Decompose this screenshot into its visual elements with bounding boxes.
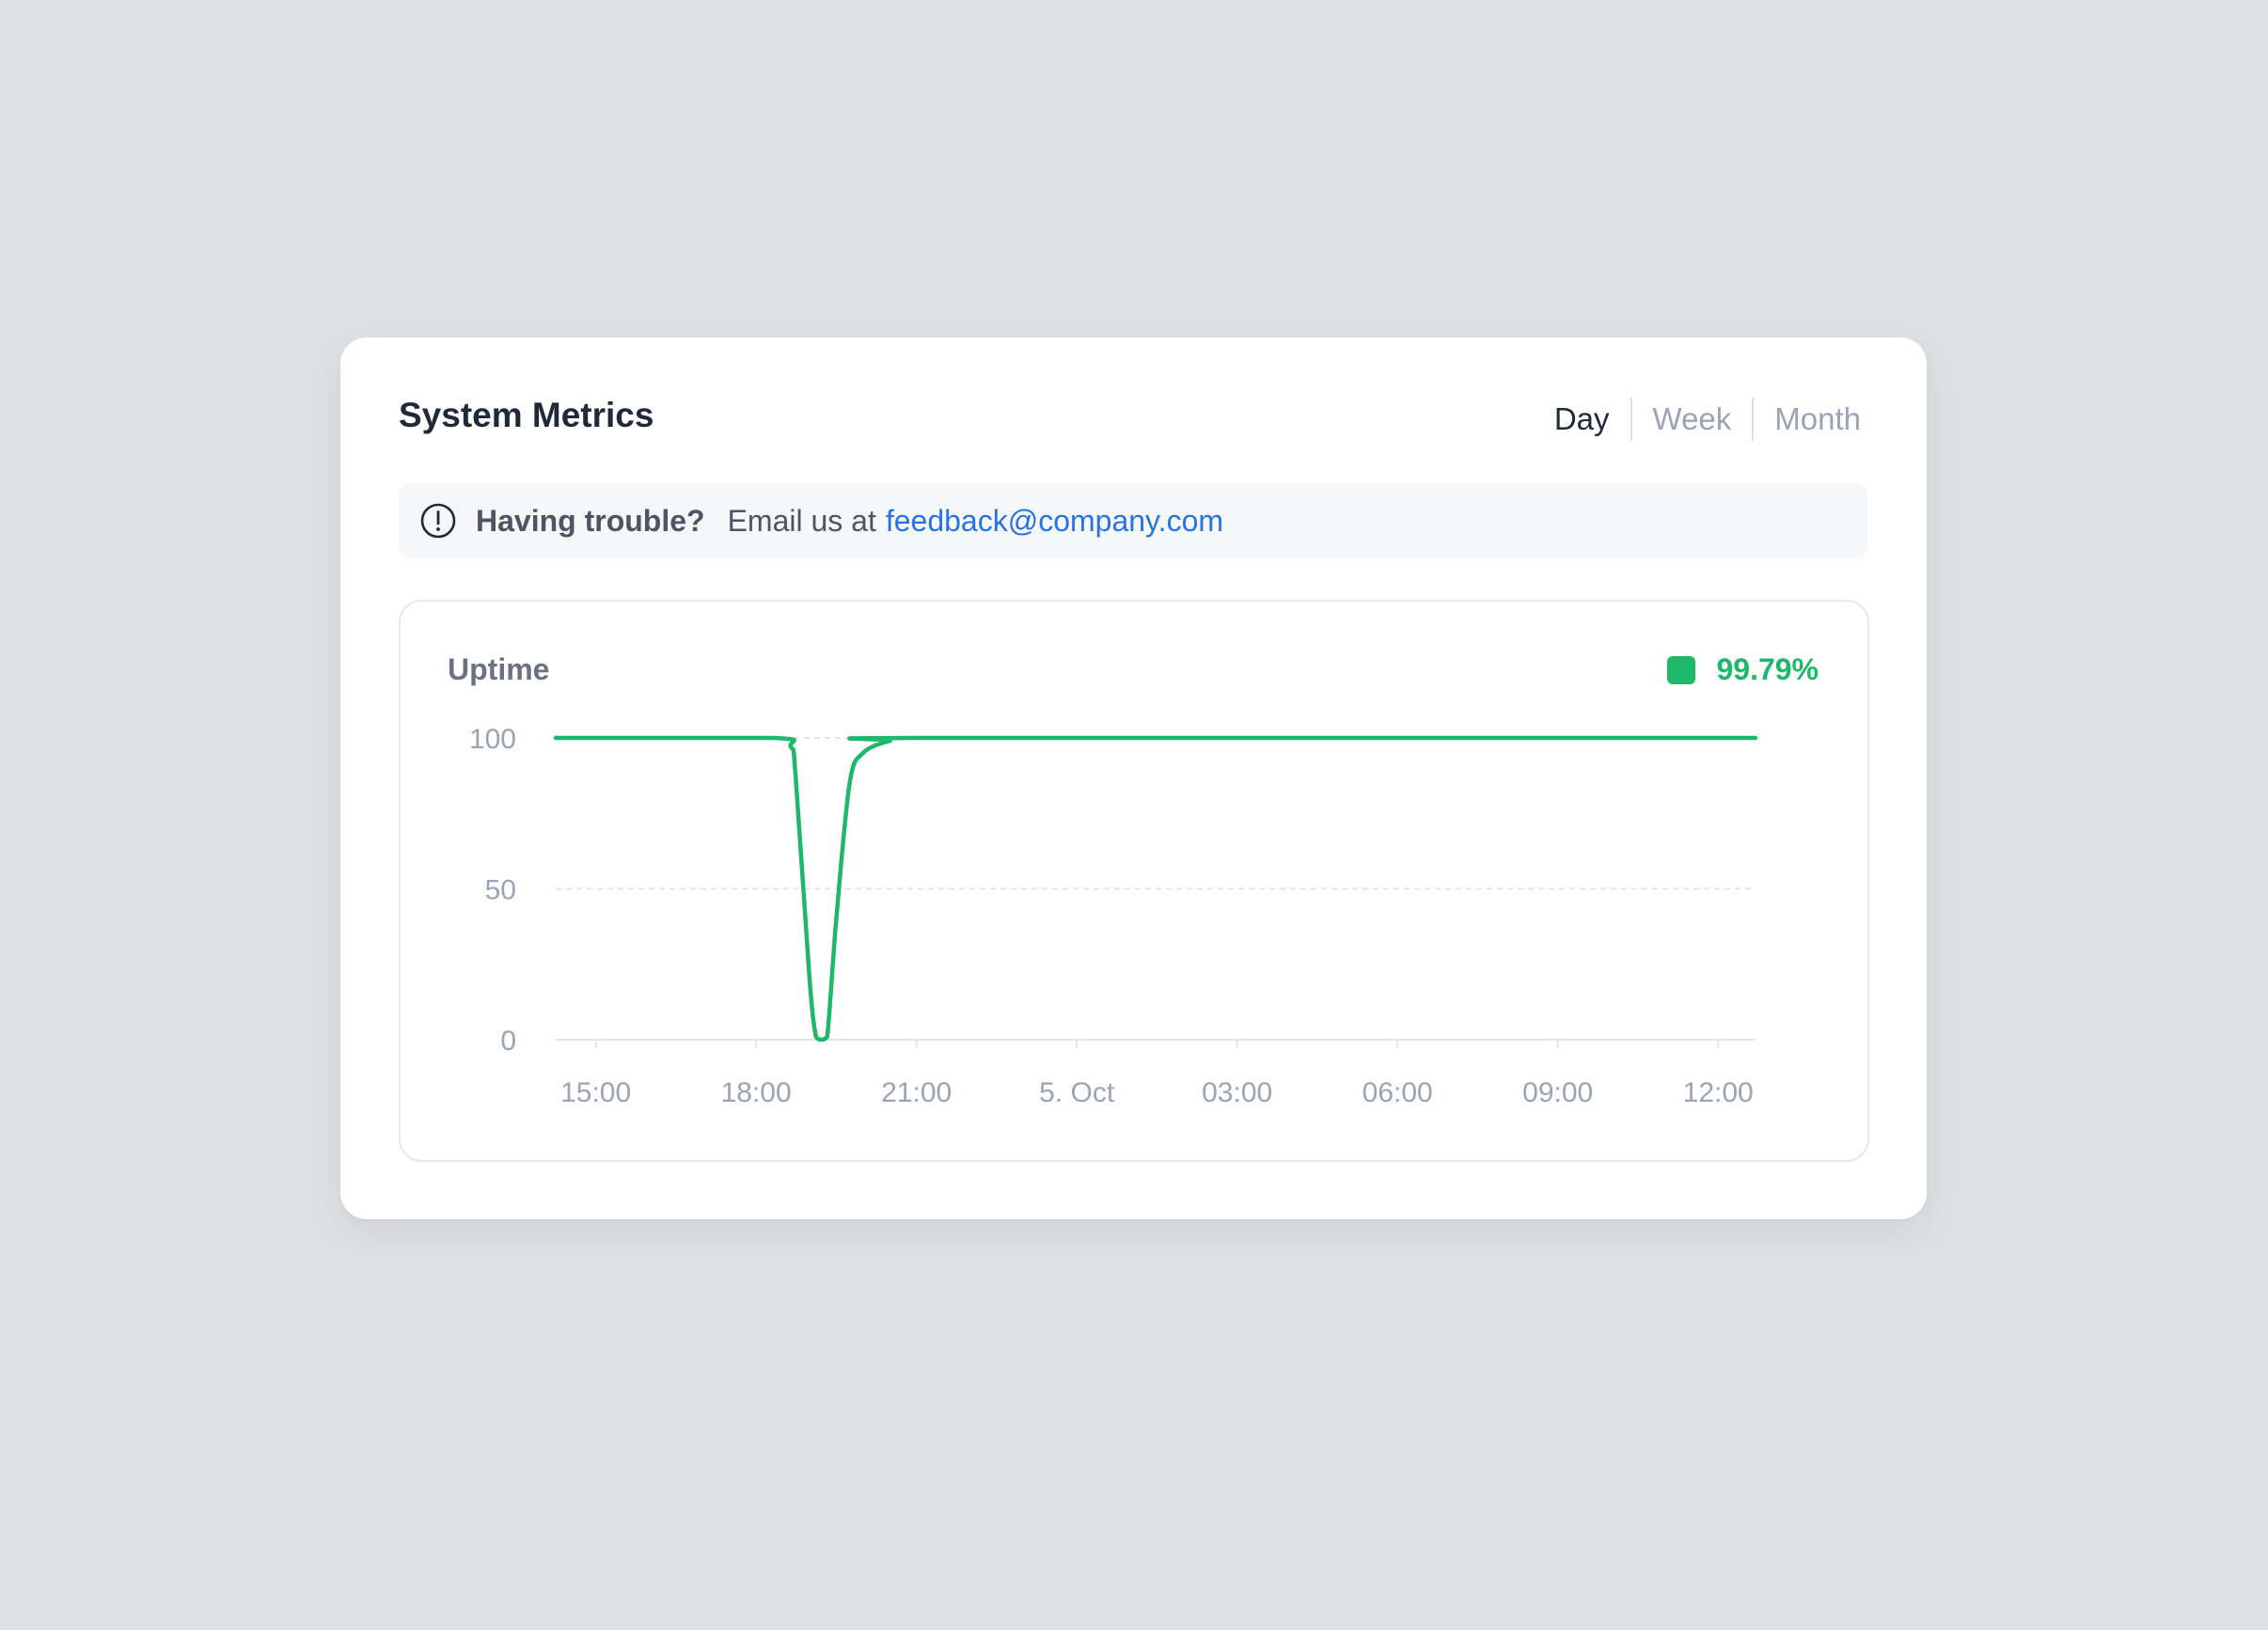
y-tick-label: 0 [500,1026,516,1057]
uptime-label: Uptime [448,652,550,686]
x-tick-label: 21:00 [881,1077,952,1108]
tab-day[interactable]: Day [1553,401,1610,436]
uptime-value: 99.79% [1716,652,1819,686]
help-banner: Having trouble? Email us at feedback@com… [399,483,1867,558]
page-title: System Metrics [399,396,654,434]
uptime-chart: 0 50 100 15:00 18:00 21:00 5. Oct 03:00 06:00 09:… [469,724,1758,1108]
tab-week[interactable]: Week [1652,401,1732,436]
uptime-chart-panel: Uptime 99.79% 0 50 100 15:00 18:00 21:00 5. Oc… [399,600,1869,1162]
y-tick-label: 50 [485,875,516,906]
x-tick-label: 09:00 [1522,1077,1593,1108]
alert-circle-icon [419,502,457,540]
x-tick-label: 5. Oct [1039,1077,1115,1108]
tab-divider [1752,398,1755,441]
system-metrics-card: System Metrics Day Week Month Having tro… [340,337,1927,1219]
uptime-series-line [553,735,1758,1042]
uptime-legend: 99.79% [1667,652,1819,687]
x-tick-label: 12:00 [1683,1077,1754,1108]
help-banner-heading: Having trouble? [476,503,705,538]
x-tick-label: 06:00 [1362,1077,1433,1108]
x-tick-label: 15:00 [560,1077,631,1108]
tab-month[interactable]: Month [1774,401,1861,436]
tab-divider [1630,398,1632,441]
range-tabs: Day Week Month [1534,398,1861,441]
x-tick-label: 18:00 [721,1077,792,1108]
uptime-legend-swatch [1667,655,1696,684]
help-banner-message: Email us at [727,503,876,538]
x-tick-label: 03:00 [1202,1077,1272,1108]
y-tick-label: 100 [469,724,516,755]
feedback-email-link[interactable]: feedback@company.com [885,503,1224,538]
